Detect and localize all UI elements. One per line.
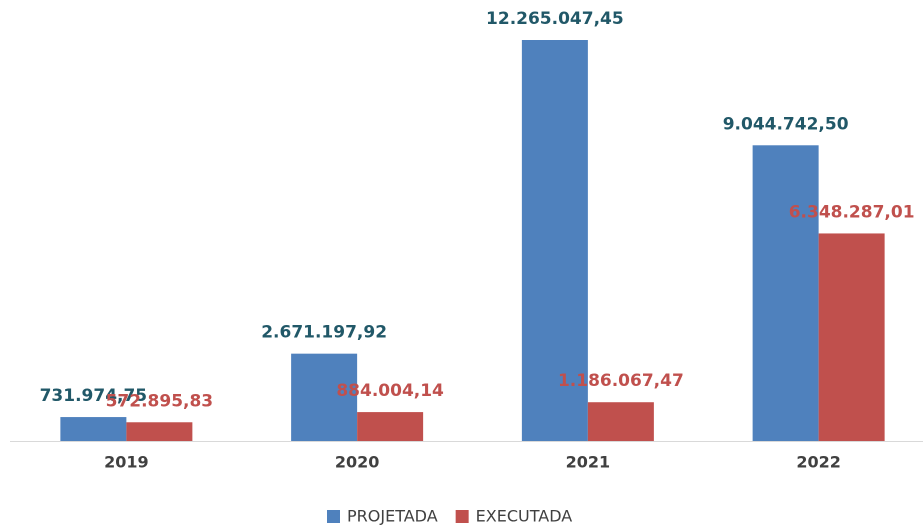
legend-swatch (327, 510, 340, 523)
data-label: 9.044.742,50 (723, 114, 849, 134)
x-tick-label: 2022 (796, 453, 841, 472)
legend-label: EXECUTADA (476, 507, 573, 526)
bar (521, 40, 588, 441)
data-label: 6.348.287,01 (789, 202, 915, 222)
legend-swatch (455, 510, 469, 523)
data-label: 2.671.197,92 (261, 323, 387, 343)
bar (60, 417, 127, 441)
data-label: 572.895,83 (106, 391, 214, 411)
x-tick-label: 2021 (566, 453, 611, 472)
bar (126, 422, 193, 441)
data-label: 884.004,14 (336, 381, 444, 401)
data-label: 731.974,75 (40, 386, 148, 406)
bar (357, 412, 424, 441)
x-tick-label: 2019 (104, 453, 149, 472)
data-label: 1.186.067,47 (558, 371, 684, 391)
bar (291, 353, 358, 441)
bar (587, 402, 654, 441)
bar (752, 145, 819, 441)
bar (818, 233, 885, 441)
legend-label: PROJETADA (347, 507, 438, 526)
data-label: 12.265.047,45 (486, 9, 624, 29)
x-tick-label: 2020 (335, 453, 380, 472)
